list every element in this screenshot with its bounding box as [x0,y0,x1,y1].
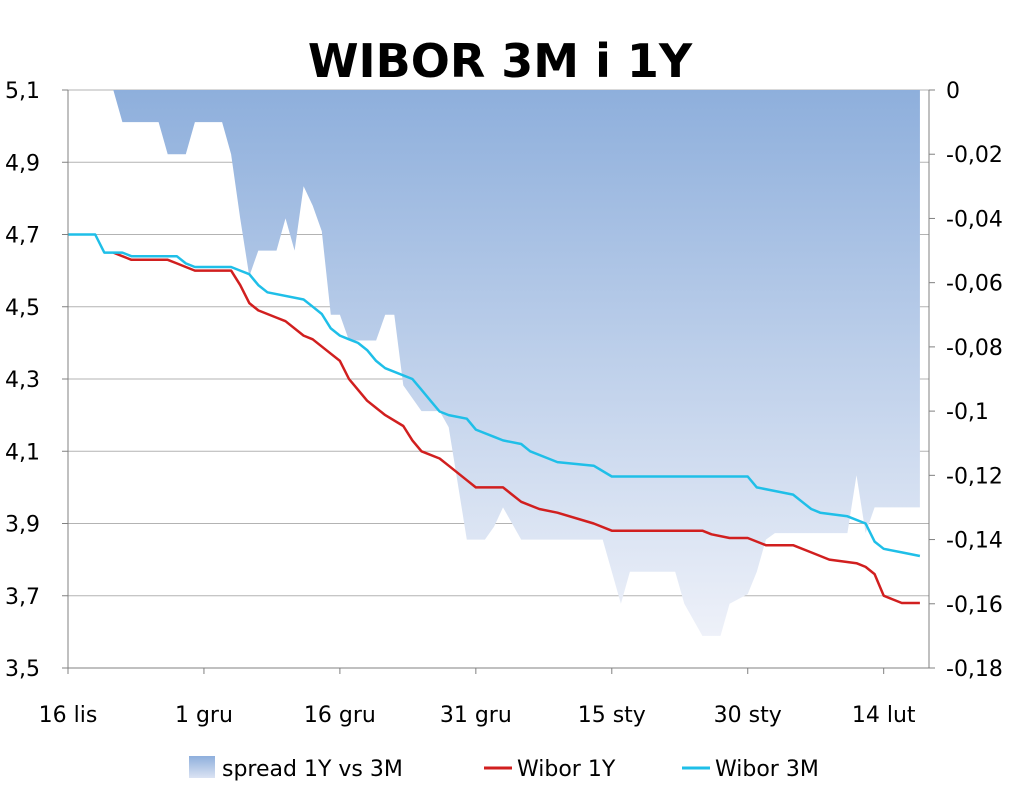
x-tick-label: 15 sty [578,703,646,728]
legend-swatch-spread [189,756,215,778]
legend: spread 1Y vs 3M Wibor 1Y Wibor 3M [189,756,819,782]
x-tick-label: 16 lis [39,703,98,728]
left-tick-label: 3,7 [5,585,40,610]
left-axis-ticks: 5,1 4,9 4,7 4,5 4,3 4,1 3,9 3,7 3,5 [5,79,68,682]
left-tick-label: 5,1 [5,79,40,104]
right-tick-label: -0,06 [946,272,1003,297]
legend-label-wibor-1y: Wibor 1Y [517,757,616,782]
right-axis-ticks: 0 -0,02 -0,04 -0,06 -0,08 -0,1 -0,12 -0,14 -0,16… [929,79,1003,682]
right-tick-label: -0,1 [946,400,989,425]
right-tick-label: -0,14 [946,529,1003,554]
spread-area-layer [113,90,920,636]
right-tick-label: -0,12 [946,464,1003,489]
right-tick-label: -0,16 [946,593,1003,618]
spread-area [113,90,920,636]
x-tick-label: 31 gru [440,703,512,728]
x-tick-label: 1 gru [175,703,233,728]
left-tick-label: 4,9 [5,151,40,176]
x-tick-label: 30 sty [714,703,782,728]
left-tick-label: 3,9 [5,513,40,538]
legend-label-spread: spread 1Y vs 3M [222,757,403,782]
line-layer [68,233,921,605]
x-axis-ticks: 16 lis 1 gru 16 gru 31 gru 15 sty 30 sty 14 lu… [39,668,916,728]
right-tick-label: -0,18 [946,657,1003,682]
series-line-wibor-3m [68,233,921,558]
x-tick-label: 14 lut [852,703,916,728]
right-tick-label: -0,02 [946,143,1003,168]
left-tick-label: 4,5 [5,296,40,321]
left-tick-label: 4,1 [5,440,40,465]
right-tick-label: -0,04 [946,207,1003,232]
left-tick-label: 4,3 [5,368,40,393]
right-tick-label: 0 [946,79,960,104]
legend-label-wibor-3m: Wibor 3M [715,757,819,782]
left-tick-label: 3,5 [5,657,40,682]
left-tick-label: 4,7 [5,224,40,249]
chart-title: WIBOR 3M i 1Y [308,34,693,88]
right-tick-label: -0,08 [946,336,1003,361]
series-line-wibor-1y [112,251,920,605]
x-tick-label: 16 gru [304,703,376,728]
